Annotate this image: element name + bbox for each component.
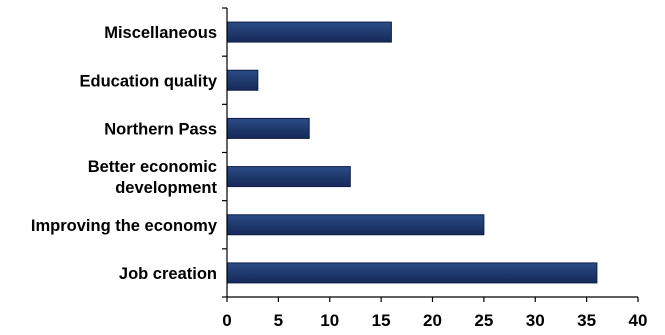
bar-education-quality <box>226 69 259 91</box>
x-tick-label: 35 <box>577 311 596 330</box>
category-label: Better economic development <box>88 158 218 197</box>
x-tick-label: 40 <box>629 311 648 330</box>
category-label: Northern Pass <box>104 120 217 138</box>
x-tick-label: 0 <box>222 311 231 330</box>
x-tick-label: 15 <box>372 311 391 330</box>
category-label: Miscellaneous <box>104 24 217 42</box>
x-tick-label: 10 <box>320 311 339 330</box>
x-tick-label: 25 <box>474 311 493 330</box>
bar-job-creation <box>226 262 598 284</box>
bar-northern-pass <box>226 117 310 139</box>
x-tick-label: 20 <box>423 311 442 330</box>
category-label: Improving the economy <box>31 217 218 235</box>
bar-better-economic-development <box>226 166 351 188</box>
x-tick-label: 5 <box>274 311 283 330</box>
category-label: Job creation <box>119 265 217 283</box>
x-tick-label: 30 <box>526 311 545 330</box>
bar-improving-the-economy <box>226 214 485 236</box>
category-label: Education quality <box>79 72 217 90</box>
bar-miscellaneous <box>226 21 392 43</box>
